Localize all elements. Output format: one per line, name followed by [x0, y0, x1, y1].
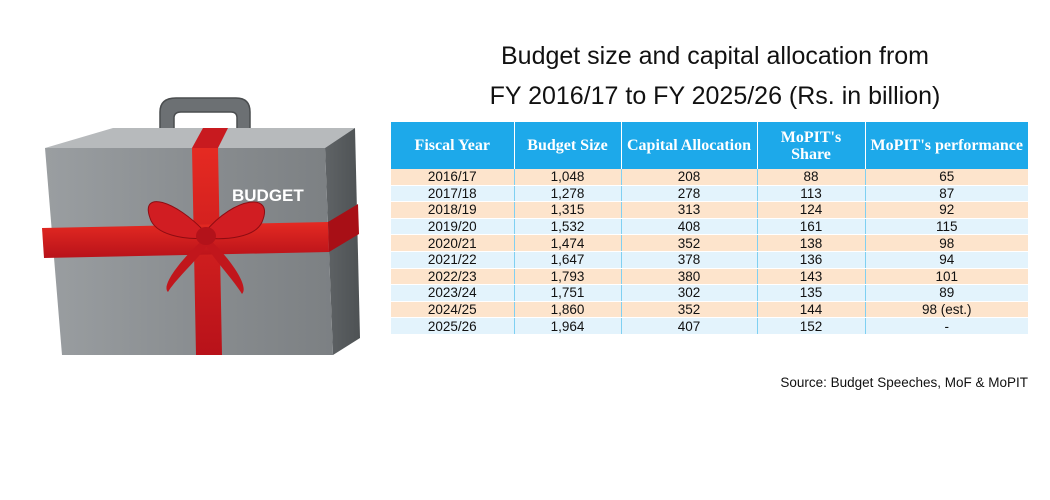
- cell-capital-allocation: 352: [621, 301, 758, 319]
- cell-mopit-performance: 87: [865, 185, 1028, 203]
- column-header-budget-size: Budget Size: [514, 122, 622, 169]
- cell-fiscal-year: 2024/25: [391, 301, 515, 319]
- cell-capital-allocation: 352: [621, 234, 758, 252]
- table-row: 2021/22 1,647 378 136 94: [391, 251, 1028, 269]
- table-header-row: Fiscal Year Budget Size Capital Allocation…: [391, 122, 1028, 169]
- cell-budget-size: 1,532: [514, 218, 622, 236]
- briefcase-label: BUDGET: [232, 186, 304, 205]
- ribbon-bow: [147, 201, 206, 239]
- cell-fiscal-year: 2018/19: [391, 201, 515, 219]
- cell-capital-allocation: 408: [621, 218, 758, 236]
- cell-fiscal-year: 2020/21: [391, 234, 515, 252]
- cell-fiscal-year: 2019/20: [391, 218, 515, 236]
- cell-mopit-performance: 115: [865, 218, 1028, 236]
- cell-fiscal-year: 2017/18: [391, 185, 515, 203]
- column-header-mopit-performance: MoPIT's performance: [865, 122, 1028, 169]
- cell-fiscal-year: 2025/26: [391, 317, 515, 335]
- budget-briefcase-illustration: BUDGET: [42, 97, 360, 355]
- cell-capital-allocation: 208: [621, 169, 758, 186]
- chart-title: Budget size and capital allocation from: [500, 42, 930, 70]
- cell-capital-allocation: 380: [621, 268, 758, 286]
- cell-mopit-share: 161: [757, 218, 866, 236]
- cell-budget-size: 1,647: [514, 251, 622, 269]
- cell-fiscal-year: 2022/23: [391, 268, 515, 286]
- cell-capital-allocation: 302: [621, 284, 758, 302]
- cell-fiscal-year: 2021/22: [391, 251, 515, 269]
- table-row: 2022/23 1,793 380 143 101: [391, 268, 1028, 286]
- column-header-mopit-share: MoPIT's Share: [757, 122, 866, 169]
- table-row: 2018/19 1,315 313 124 92: [391, 201, 1028, 219]
- table-row: 2017/18 1,278 278 113 87: [391, 185, 1028, 203]
- cell-mopit-share: 144: [757, 301, 866, 319]
- cell-mopit-share: 113: [757, 185, 866, 203]
- cell-budget-size: 1,315: [514, 201, 622, 219]
- cell-budget-size: 1,964: [514, 317, 622, 335]
- cell-mopit-performance: 89: [865, 284, 1028, 302]
- cell-fiscal-year: 2016/17: [391, 169, 515, 186]
- cell-mopit-share: 136: [757, 251, 866, 269]
- cell-mopit-share: 143: [757, 268, 866, 286]
- cell-budget-size: 1,793: [514, 268, 622, 286]
- cell-mopit-performance: 98: [865, 234, 1028, 252]
- table-row: 2016/17 1,048 208 88 65: [391, 169, 1028, 186]
- cell-budget-size: 1,860: [514, 301, 622, 319]
- cell-mopit-share: 135: [757, 284, 866, 302]
- cell-capital-allocation: 278: [621, 185, 758, 203]
- cell-mopit-share: 124: [757, 201, 866, 219]
- column-header-capital-allocation: Capital Allocation: [621, 122, 758, 169]
- table-row: 2019/20 1,532 408 161 115: [391, 218, 1028, 236]
- table-row: 2025/26 1,964 407 152-: [391, 317, 1028, 335]
- table-row: 2023/24 1,751 302 135 89: [391, 284, 1028, 302]
- source-note: Source: Budget Speeches, MoF & MoPIT: [780, 375, 1028, 390]
- cell-capital-allocation: 407: [621, 317, 758, 335]
- cell-mopit-share: 152: [757, 317, 866, 335]
- cell-mopit-performance: 92: [865, 201, 1028, 219]
- cell-budget-size: 1,474: [514, 234, 622, 252]
- cell-mopit-share: 88: [757, 169, 866, 186]
- cell-fiscal-year: 2023/24: [391, 284, 515, 302]
- cell-mopit-performance: 65: [865, 169, 1028, 186]
- ribbon-horizontal: [42, 222, 329, 258]
- budget-table: Fiscal Year Budget Size Capital Allocation…: [391, 122, 1028, 335]
- cell-mopit-performance: 94: [865, 251, 1028, 269]
- cell-budget-size: 1,048: [514, 169, 622, 186]
- cell-capital-allocation: 313: [621, 201, 758, 219]
- cell-mopit-performance: 98 (est.): [865, 301, 1028, 319]
- cell-mopit-performance: 101: [865, 268, 1028, 286]
- cell-budget-size: 1,751: [514, 284, 622, 302]
- column-header-fiscal-year: Fiscal Year: [391, 122, 515, 169]
- cell-capital-allocation: 378: [621, 251, 758, 269]
- cell-mopit-share: 138: [757, 234, 866, 252]
- table-row: 2024/25 1,860 352 144 98 (est.): [391, 301, 1028, 319]
- cell-budget-size: 1,278: [514, 185, 622, 203]
- table-row: 2020/21 1,474 352 138 98: [391, 234, 1028, 252]
- cell-mopit-performance: -: [865, 317, 1028, 335]
- chart-title-line2: FY 2016/17 to FY 2025/26 (Rs. in billion…: [489, 82, 941, 110]
